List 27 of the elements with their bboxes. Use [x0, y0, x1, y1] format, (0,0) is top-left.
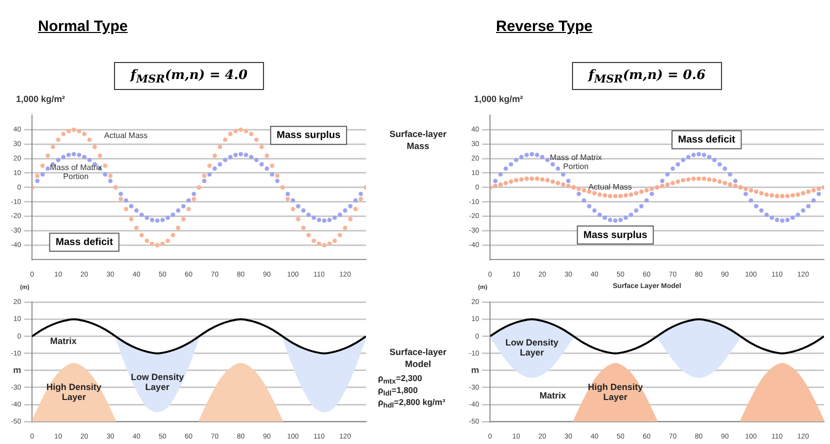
annotation: Mass deficit — [56, 237, 114, 248]
text: ρ$_{ldl}$=1,800 — [378, 385, 418, 398]
text: ρ$_{mtx}$=2,300 — [378, 373, 422, 386]
y-tick-label: m — [13, 364, 22, 375]
series-label: Mass of Matrix Portion — [550, 152, 602, 171]
y-tick-label: m — [471, 364, 480, 375]
series-label: High Density Layer — [588, 382, 643, 402]
series-label: High Density Layer — [46, 382, 102, 402]
y-axis-title: 1,000 kg/m² — [474, 94, 524, 104]
series-label: Low Density Layer — [130, 372, 184, 392]
text: ρ$_{hdl}$=2,800 kg/m³ — [378, 396, 446, 412]
annotation: Matrix — [50, 336, 77, 346]
chart-title: Reverse Type — [496, 18, 592, 35]
chart-subtitle: f$_{MSR}$(m,n) = 4.0 — [114, 62, 264, 90]
annotation: Mass surplus — [583, 230, 648, 241]
text: Surface-layer Mass — [388, 128, 448, 152]
annotation: Mass surplus — [276, 130, 342, 142]
series-label: Actual Mass — [104, 130, 148, 140]
chart-subtitle: f$_{MSR}$(m,n) = 0.6 — [572, 62, 722, 90]
annotation: Matrix — [539, 390, 566, 400]
series-label: Low Density Layer — [505, 338, 558, 358]
chart-title: Normal Type — [38, 18, 128, 35]
text: Surface-layer Model — [388, 346, 448, 370]
series-label: Mass of Matrix Portion — [50, 162, 102, 181]
y-axis-title: 1,000 kg/m² — [16, 94, 66, 104]
series-label: Actual Mass — [588, 182, 632, 192]
annotation: Mass deficit — [678, 134, 736, 146]
